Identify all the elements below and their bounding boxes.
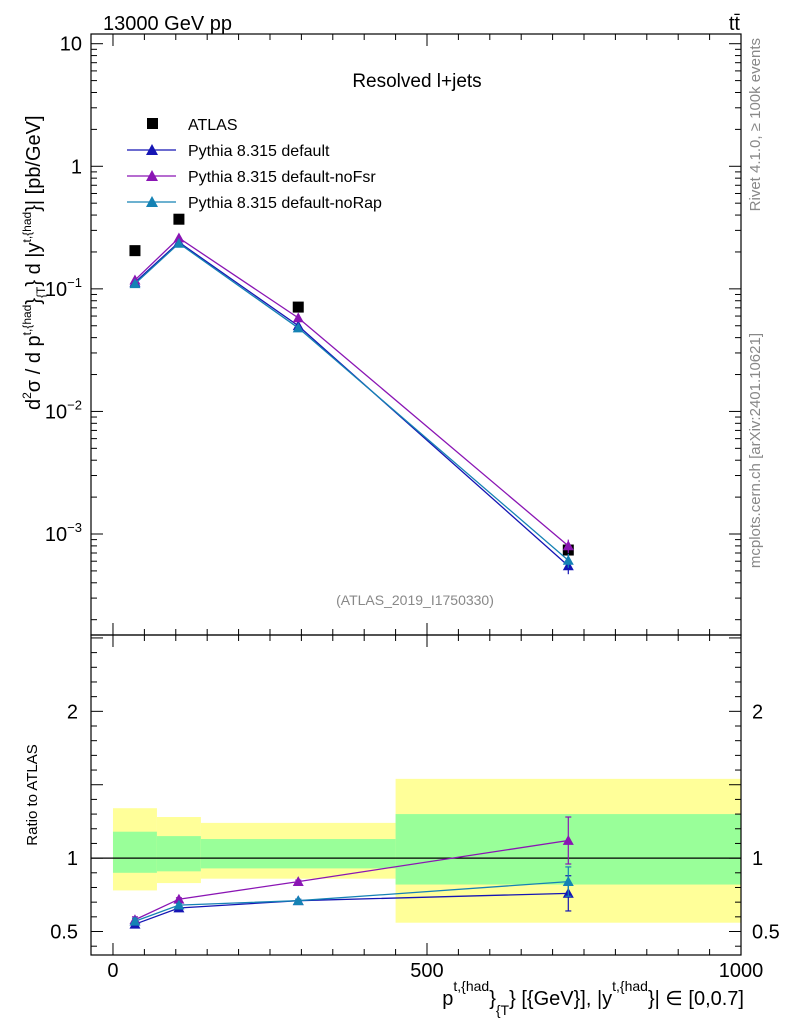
y-tick-label: 10−1 bbox=[45, 275, 82, 301]
ratio-point-pythia-8-315-default-norap bbox=[173, 899, 185, 910]
legend-marker-atlas bbox=[147, 118, 158, 129]
y-tick-label: 10 bbox=[60, 34, 82, 56]
data-point-pythia-8-315-default-nofsr bbox=[292, 312, 304, 323]
series-line-pythia-8-315-default bbox=[134, 241, 569, 567]
inner-uncertainty-band bbox=[112, 831, 157, 873]
ratio-uncertainty-bands bbox=[112, 778, 741, 923]
legend: ATLAS Pythia 8.315 default Pythia 8.315 … bbox=[127, 117, 382, 212]
ratio-marks bbox=[129, 816, 574, 929]
ratio-frame bbox=[90, 634, 742, 956]
series-line-pythia-8-315-default-norap bbox=[134, 242, 569, 561]
data-point-atlas bbox=[292, 301, 304, 313]
ratio-point-pythia-8-315-default-norap bbox=[129, 915, 141, 926]
y-tick-label: 1 bbox=[71, 156, 82, 178]
rivet-version-label: Rivet 4.1.0, ≥ 100k events bbox=[747, 38, 764, 211]
ratio-line-pythia-8-315-default-norap bbox=[134, 880, 569, 922]
ratio-point-pythia-8-315-default-nofsr bbox=[562, 835, 574, 845]
data-point-pythia-8-315-default-norap bbox=[562, 554, 574, 565]
ratio-y-axis-title: Ratio to ATLAS bbox=[24, 744, 41, 845]
legend-marker-nofsr bbox=[146, 170, 158, 181]
x-tick-label: 1000 bbox=[719, 960, 764, 982]
ratio-y-tick-label-right: 2 bbox=[752, 701, 763, 723]
data-point-pythia-8-315-default-norap bbox=[129, 278, 141, 289]
ratio-y-tick-label-left: 0.5 bbox=[50, 922, 78, 944]
legend-entry-default: Pythia 8.315 default bbox=[188, 143, 330, 160]
plot-title: Resolved l+jets bbox=[352, 71, 481, 92]
data-point-pythia-8-315-default-nofsr bbox=[562, 540, 574, 551]
series-line-pythia-8-315-default-nofsr bbox=[134, 237, 569, 547]
main-y-axis-title: d2σ / d pt,{had}{T} d |yt,{had}| [pb/GeV… bbox=[20, 115, 48, 410]
ratio-point-pythia-8-315-default-norap bbox=[292, 895, 304, 906]
energy-label: 13000 GeV pp bbox=[103, 13, 232, 35]
y-tick-label: 10−2 bbox=[45, 397, 82, 423]
x-tick-label: 0 bbox=[107, 960, 118, 982]
y-tick-label: 10−3 bbox=[45, 520, 82, 546]
main-y-ticks: 10−3 10−2 10−1 1 10 bbox=[45, 34, 741, 621]
ratio-y-ticks: 0.5 0.5 1 1 2 2 bbox=[50, 637, 780, 947]
process-label: tt̄ bbox=[729, 13, 741, 35]
inner-uncertainty-band bbox=[200, 839, 396, 869]
data-point-pythia-8-315-default-norap bbox=[292, 322, 304, 333]
ratio-line-pythia-8-315-default-nofsr bbox=[134, 839, 569, 921]
ratio-panel: 0.5 0.5 1 1 2 2 0 500 1000 Ratio to ATLAS pt,{h… bbox=[24, 34, 780, 1018]
x-axis-title: pt,{had}{T} [{GeV}], |yt,{had}| ∈ [0,0.7… bbox=[442, 978, 744, 1018]
data-point-pythia-8-315-default-norap bbox=[173, 237, 185, 248]
data-point-pythia-8-315-default-nofsr bbox=[173, 232, 185, 243]
ratio-y-tick-label-right: 0.5 bbox=[752, 922, 780, 944]
main-panel: 10−3 10−2 10−1 1 10 Resolved l+jets (ATLAS_2… bbox=[20, 33, 742, 636]
mcplots-label: mcplots.cern.ch [arXiv:2401.10621] bbox=[747, 333, 764, 568]
legend-entry-nofsr: Pythia 8.315 default-noFsr bbox=[188, 169, 376, 186]
x-ticks: 0 500 1000 bbox=[107, 34, 763, 982]
ratio-y-tick-label-left: 1 bbox=[67, 848, 78, 870]
legend-entry-norap: Pythia 8.315 default-noRap bbox=[188, 195, 382, 212]
x-tick-label: 500 bbox=[410, 960, 443, 982]
ratio-y-tick-label-right: 1 bbox=[752, 848, 763, 870]
ratio-y-tick-label-left: 2 bbox=[67, 701, 78, 723]
inner-uncertainty-band bbox=[156, 836, 201, 872]
legend-entry-atlas: ATLAS bbox=[188, 117, 238, 134]
legend-marker-default bbox=[146, 144, 158, 155]
main-marks bbox=[129, 213, 574, 575]
data-point-atlas bbox=[129, 245, 141, 257]
legend-marker-norap bbox=[146, 196, 158, 207]
ratio-line-pythia-8-315-default bbox=[134, 892, 569, 925]
analysis-tag: (ATLAS_2019_I1750330) bbox=[336, 592, 494, 608]
ratio-point-pythia-8-315-default-norap bbox=[562, 876, 574, 887]
ratio-point-pythia-8-315-default-nofsr bbox=[173, 893, 185, 904]
ratio-point-pythia-8-315-default-nofsr bbox=[292, 876, 304, 887]
data-point-atlas bbox=[173, 213, 185, 225]
